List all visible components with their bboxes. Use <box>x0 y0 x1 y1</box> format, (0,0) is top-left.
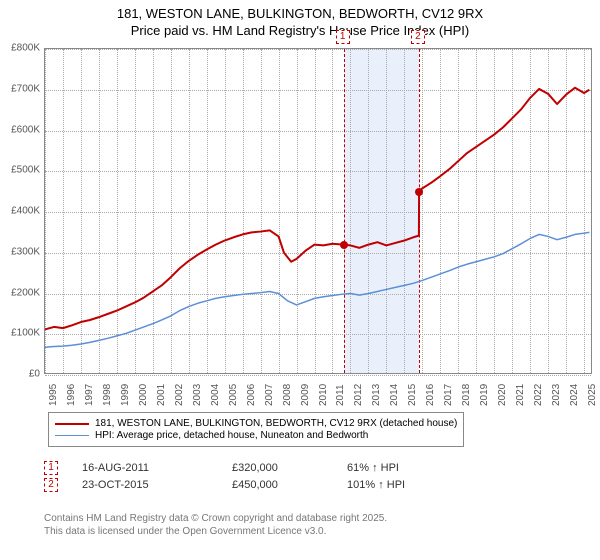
x-axis-tick-label: 1999 <box>120 384 131 406</box>
sale-list-delta: 61% ↑ HPI <box>347 462 467 474</box>
x-axis-tick-label: 2006 <box>246 384 257 406</box>
y-axis-tick-label: £0 <box>0 369 40 380</box>
legend-swatch <box>55 435 89 436</box>
x-axis-tick-label: 2020 <box>497 384 508 406</box>
x-axis-tick-label: 2025 <box>587 384 598 406</box>
attribution-footer: Contains HM Land Registry data © Crown c… <box>44 512 387 538</box>
x-axis-tick-label: 2014 <box>389 384 400 406</box>
y-axis-tick-label: £300K <box>0 246 40 257</box>
series-line-property <box>45 88 589 330</box>
x-axis-tick-label: 1995 <box>48 384 59 406</box>
sale-list-date: 23-OCT-2015 <box>82 479 232 491</box>
x-axis-tick-label: 1996 <box>66 384 77 406</box>
sale-list-price: £450,000 <box>232 479 347 491</box>
title-line-2: Price paid vs. HM Land Registry's House … <box>0 23 600 40</box>
legend-swatch <box>55 423 89 425</box>
footer-line-1: Contains HM Land Registry data © Crown c… <box>44 512 387 525</box>
sale-dot <box>415 188 423 196</box>
chart-lines <box>45 49 593 375</box>
legend-item: HPI: Average price, detached house, Nune… <box>55 430 457 441</box>
sale-event-marker: 2 <box>411 30 425 44</box>
y-axis-tick-label: £700K <box>0 83 40 94</box>
title-line-1: 181, WESTON LANE, BULKINGTON, BEDWORTH, … <box>0 6 600 23</box>
x-axis-tick-label: 2005 <box>228 384 239 406</box>
sale-event-marker: 1 <box>336 30 350 44</box>
x-axis-tick-label: 2015 <box>407 384 418 406</box>
legend: 181, WESTON LANE, BULKINGTON, BEDWORTH, … <box>48 412 464 447</box>
x-axis-tick-label: 2012 <box>353 384 364 406</box>
series-line-hpi <box>45 232 589 347</box>
x-axis-tick-label: 2021 <box>515 384 526 406</box>
x-axis-tick-label: 2019 <box>479 384 490 406</box>
x-axis-tick-label: 2016 <box>425 384 436 406</box>
y-axis-tick-label: £600K <box>0 124 40 135</box>
sale-list-badge: 1 <box>44 461 58 475</box>
x-axis-tick-label: 1998 <box>102 384 113 406</box>
sale-list-badge: 2 <box>44 478 58 492</box>
gridline-horizontal <box>45 375 591 376</box>
x-axis-tick-label: 2024 <box>569 384 580 406</box>
x-axis-tick-label: 2008 <box>282 384 293 406</box>
x-axis-tick-label: 2010 <box>318 384 329 406</box>
y-axis-tick-label: £500K <box>0 165 40 176</box>
chart-title: 181, WESTON LANE, BULKINGTON, BEDWORTH, … <box>0 0 600 40</box>
y-axis-tick-label: £800K <box>0 43 40 54</box>
sales-event-list: 1 16-AUG-2011£320,00061% ↑ HPI 2 23-OCT-201… <box>44 458 467 495</box>
legend-label: 181, WESTON LANE, BULKINGTON, BEDWORTH, … <box>95 418 457 429</box>
x-axis-tick-label: 2013 <box>371 384 382 406</box>
y-axis-tick-label: £400K <box>0 206 40 217</box>
y-axis-tick-label: £100K <box>0 328 40 339</box>
x-axis-tick-label: 2011 <box>335 384 346 406</box>
footer-line-2: This data is licensed under the Open Gov… <box>44 525 387 538</box>
chart-plot-area <box>44 48 592 374</box>
x-axis-tick-label: 2007 <box>264 384 275 406</box>
sale-dot <box>340 241 348 249</box>
x-axis-tick-label: 2018 <box>461 384 472 406</box>
sale-list-delta: 101% ↑ HPI <box>347 479 467 491</box>
sale-list-price: £320,000 <box>232 462 347 474</box>
sale-list-row: 2 23-OCT-2015£450,000101% ↑ HPI <box>44 478 467 492</box>
x-axis-tick-label: 1997 <box>84 384 95 406</box>
x-axis-tick-label: 2002 <box>174 384 185 406</box>
x-axis-tick-label: 2017 <box>443 384 454 406</box>
x-axis-tick-label: 2003 <box>192 384 203 406</box>
x-axis-tick-label: 2000 <box>138 384 149 406</box>
x-axis-tick-label: 2009 <box>300 384 311 406</box>
x-axis-tick-label: 2004 <box>210 384 221 406</box>
x-axis-tick-label: 2001 <box>156 384 167 406</box>
y-axis-tick-label: £200K <box>0 287 40 298</box>
sale-list-row: 1 16-AUG-2011£320,00061% ↑ HPI <box>44 461 467 475</box>
x-axis-tick-label: 2023 <box>551 384 562 406</box>
legend-label: HPI: Average price, detached house, Nune… <box>95 430 368 441</box>
sale-list-date: 16-AUG-2011 <box>82 462 232 474</box>
x-axis-tick-label: 2022 <box>533 384 544 406</box>
legend-item: 181, WESTON LANE, BULKINGTON, BEDWORTH, … <box>55 418 457 429</box>
